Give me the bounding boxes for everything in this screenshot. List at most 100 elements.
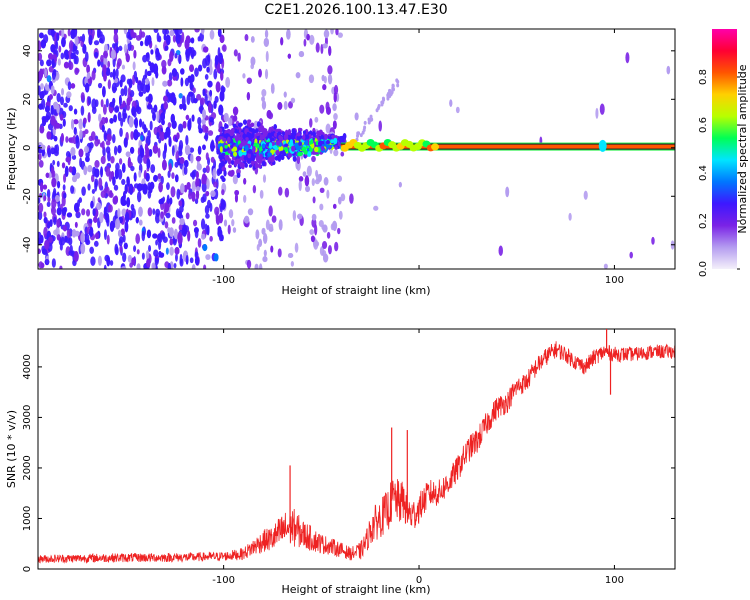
spectrogram-cell (335, 92, 340, 102)
spectrogram-cell (157, 147, 161, 159)
spectrogram-cell (198, 128, 203, 134)
spectrogram-cell (112, 68, 116, 81)
spectrogram-cell (113, 195, 119, 204)
spectrogram-cell (149, 120, 153, 131)
spectrogram-cell (61, 207, 67, 217)
spectrogram-cell (117, 145, 122, 154)
spectrogram-cell (78, 118, 83, 130)
spectrogram-cell (68, 61, 74, 71)
spectrogram-cell (162, 80, 168, 87)
spectrogram-cell (367, 117, 371, 122)
spectrogram-cell (242, 119, 248, 125)
spectrogram-cell (292, 210, 297, 221)
spectrogram-cell (171, 120, 177, 129)
spectrogram-cell (161, 119, 165, 126)
spectrogram-cell (145, 250, 150, 260)
spectrogram-cell (153, 174, 158, 182)
spectrogram-cell (191, 191, 196, 202)
spectrogram-cell (63, 192, 67, 199)
spectrogram-cell (155, 47, 160, 58)
spectrogram-cell (232, 115, 238, 122)
spectrogram-cell (217, 228, 223, 238)
colorbar-tick-label: 0.0 (698, 261, 709, 277)
spectrogram-cell (109, 190, 113, 198)
spectrogram-cell (102, 64, 107, 74)
spectrogram-cell (204, 126, 209, 134)
spectrogram-cell (151, 77, 155, 87)
spectrogram-cell (40, 39, 47, 49)
spectrogram-cell (167, 170, 171, 179)
spectrogram-cell (64, 165, 69, 178)
spectrogram-cell (180, 183, 185, 194)
spectrogram-cell (337, 32, 343, 38)
spectrogram-cell (123, 242, 128, 250)
spectrogram-cell (168, 137, 172, 147)
spectrogram-cell (75, 49, 79, 56)
spectrogram-cell (163, 95, 168, 102)
spectrogram-cell (81, 186, 86, 196)
spectrogram-cell (193, 98, 198, 104)
spectrogram-cell (297, 213, 303, 220)
spectrogram-cell (322, 84, 327, 91)
spectrogram-cell (333, 137, 338, 145)
spectrogram-cell (72, 29, 78, 38)
spectrogram-cell (88, 34, 93, 46)
spectrogram-cell (268, 142, 273, 149)
spectrogram-cell (50, 85, 55, 95)
colorbar-label: Normalized spectral amplitude (736, 64, 749, 233)
colorbar-tick-label: 0.8 (698, 69, 709, 85)
spectrogram-cell (599, 103, 605, 115)
y-tick-label: 40 (22, 44, 33, 57)
spectrogram-cell (63, 173, 67, 183)
spectrogram-cell (305, 185, 310, 193)
spectrogram-cell (51, 206, 57, 216)
spectrogram-cell (159, 131, 166, 141)
spectrogram-cell (128, 183, 134, 195)
spectrogram-cell (83, 117, 87, 125)
spectrogram-cell (203, 46, 209, 53)
spectrogram-cell (349, 193, 354, 204)
spectrogram-cell (46, 75, 52, 83)
spectrogram-cell (208, 102, 212, 113)
spectrogram-cell (114, 218, 121, 230)
spectrogram-cell (287, 152, 293, 158)
spectrogram-cell (96, 202, 102, 210)
spectrogram-cell (107, 204, 113, 213)
spectrogram-cell (176, 188, 181, 200)
spectrogram-cell (278, 186, 283, 196)
spectrogram-cell (267, 132, 273, 139)
spectrogram-cell (103, 55, 108, 67)
spectrogram-cell (311, 178, 315, 187)
spectrogram-cell (303, 38, 307, 47)
spectrogram-cell (449, 99, 453, 107)
spectrogram-cell (80, 105, 85, 116)
spectrogram-cell (52, 70, 56, 80)
spectrogram-cell (248, 133, 254, 140)
spectrogram-cell (63, 61, 69, 69)
spectrogram-cell (38, 210, 43, 221)
spectrogram-cell (278, 145, 284, 152)
spectrogram-cell (124, 184, 128, 194)
spectrogram-cell (83, 165, 88, 176)
spectrogram-cell (87, 112, 91, 123)
spectrogram-cell (166, 182, 170, 191)
spectrogram-cell (114, 243, 119, 255)
spectrogram-cell (265, 50, 269, 63)
spectrogram-cell (61, 36, 66, 48)
spectrogram-cell (309, 34, 315, 45)
spectrogram-cell (121, 163, 126, 173)
spectrogram-cell (118, 45, 123, 52)
spectrogram-cell (396, 83, 400, 88)
spectrogram-cell (195, 189, 200, 200)
spectrogram-cell (93, 216, 98, 223)
spectrogram-cell (188, 191, 193, 200)
spectrogram-cell (138, 91, 144, 97)
spectrogram-cell (44, 68, 48, 78)
spectrogram-cell (68, 40, 74, 51)
spectrogram-cell (153, 29, 159, 33)
spectrogram-cell (43, 216, 48, 224)
spectrogram-cell (218, 52, 223, 64)
spectrogram-cell (38, 248, 41, 255)
spectrogram-cell (232, 227, 237, 233)
spectrogram-cell (75, 134, 79, 144)
